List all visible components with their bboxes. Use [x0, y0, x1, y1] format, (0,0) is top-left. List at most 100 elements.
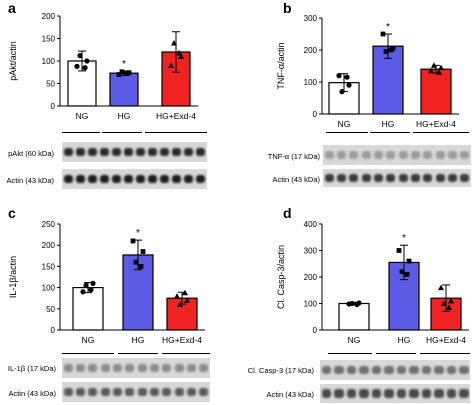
- blot-band: [149, 363, 160, 373]
- y-tick-label-b: 100: [304, 78, 318, 87]
- blot-band: [361, 150, 371, 160]
- y-tick-label-a: 100: [42, 57, 56, 66]
- blot-band: [384, 389, 394, 398]
- blot-band: [409, 389, 419, 398]
- group-line-c-exd: [162, 353, 210, 354]
- point-c-1: [140, 249, 146, 254]
- blot-band: [87, 174, 97, 184]
- blot-band: [423, 174, 433, 182]
- blot-band: [137, 363, 147, 373]
- blot-label-c-0: IL-1β (17 kDa): [7, 364, 56, 373]
- category-label-d-1: HG: [398, 335, 411, 345]
- blot-band: [63, 147, 73, 157]
- point-d-2: [441, 300, 447, 306]
- y-tick-label-c: 100: [42, 284, 56, 293]
- blot-band: [186, 387, 197, 397]
- blot-band: [359, 365, 369, 375]
- y-tick-label-d: 300: [304, 247, 318, 256]
- point-d-1: [399, 269, 405, 275]
- panel-letter-a: a: [8, 0, 16, 16]
- point-d-1: [406, 258, 412, 264]
- blot-c-actin: [62, 382, 210, 402]
- bar-a-1: [109, 72, 139, 107]
- blot-band: [75, 387, 86, 397]
- group-line-a-hg: [102, 132, 142, 133]
- blot-label-a-1: Actin (43 kDa): [6, 176, 54, 185]
- blot-d-actin: [320, 384, 470, 403]
- blot-band: [460, 174, 470, 182]
- point-a-1: [116, 72, 122, 77]
- point-a-2: [178, 53, 184, 59]
- group-line-c-ng: [62, 353, 114, 354]
- blot-band: [137, 387, 147, 397]
- blot-label-b-1: Actin (43 kDa): [272, 175, 320, 184]
- category-label-a-1: HG: [118, 111, 131, 121]
- blot-label-b-0: TNF-α (17 kDa): [267, 152, 320, 161]
- point-c-0: [88, 287, 94, 293]
- blot-band: [160, 147, 170, 157]
- group-line-b-hg: [370, 132, 410, 133]
- point-d-0: [349, 300, 355, 307]
- blot-band: [87, 147, 97, 157]
- blot-band: [349, 150, 359, 160]
- point-d-0: [354, 301, 360, 308]
- category-label-b-0: NG: [338, 119, 351, 129]
- blot-band: [460, 150, 470, 160]
- blot-band: [434, 389, 444, 398]
- point-a-0: [84, 58, 90, 64]
- point-a-0: [77, 53, 83, 59]
- blot-band: [136, 174, 146, 184]
- blot-band: [196, 147, 206, 157]
- bar-c-0: [72, 286, 104, 331]
- point-b-1: [380, 31, 386, 37]
- point-c-2: [174, 293, 180, 299]
- point-b-1: [383, 49, 389, 54]
- blot-band: [423, 150, 433, 160]
- y-tick-label-c: 50: [46, 305, 55, 314]
- blot-a-actin: [62, 169, 207, 189]
- point-c-2: [182, 289, 188, 296]
- y-tick-label-c: 250: [42, 220, 56, 229]
- point-a-0: [74, 63, 80, 69]
- group-line-d-exd: [420, 353, 470, 354]
- significance-a-1: *: [122, 59, 126, 70]
- blot-band: [334, 365, 344, 375]
- blot-band: [446, 389, 456, 398]
- blot-band: [435, 150, 445, 160]
- blot-band: [63, 387, 73, 397]
- point-b-2: [431, 62, 437, 68]
- y-tick-label-d: 200: [304, 273, 318, 282]
- blot-band: [184, 174, 194, 184]
- group-line-d-hg: [376, 353, 416, 354]
- point-c-0: [90, 280, 96, 286]
- point-b-0: [344, 74, 350, 80]
- y-tick-label-d: 400: [304, 220, 318, 229]
- point-b-0: [339, 89, 345, 95]
- blot-b-actin: [323, 169, 471, 187]
- blot-band: [446, 365, 456, 375]
- point-a-1: [124, 71, 130, 76]
- point-c-1: [138, 264, 144, 269]
- blot-band: [398, 150, 408, 160]
- blot-band: [459, 389, 469, 398]
- blot-band: [75, 363, 86, 373]
- group-line-b-ng: [326, 132, 368, 133]
- y-tick-label-c: 0: [51, 326, 56, 335]
- blot-band: [162, 363, 172, 373]
- blot-band: [125, 363, 135, 373]
- y-tick-label-b: 0: [313, 110, 318, 119]
- point-d-2: [446, 304, 452, 310]
- blot-band: [136, 147, 146, 157]
- y-tick-label-a: 150: [42, 35, 56, 44]
- panel-letter-c: c: [8, 205, 16, 221]
- blot-band: [186, 363, 197, 373]
- point-c-0: [83, 282, 89, 289]
- blot-band: [174, 363, 184, 373]
- point-c-2: [184, 297, 190, 303]
- y-tick-label-c: 150: [42, 262, 56, 271]
- point-b-1: [388, 47, 394, 53]
- blot-band: [346, 365, 356, 375]
- blot-band: [435, 174, 445, 182]
- blot-a-protein: [62, 142, 207, 162]
- chart-a: pAkt/actin 0 50 100 150 200 NG * HG HG+Exd-4: [8, 12, 198, 121]
